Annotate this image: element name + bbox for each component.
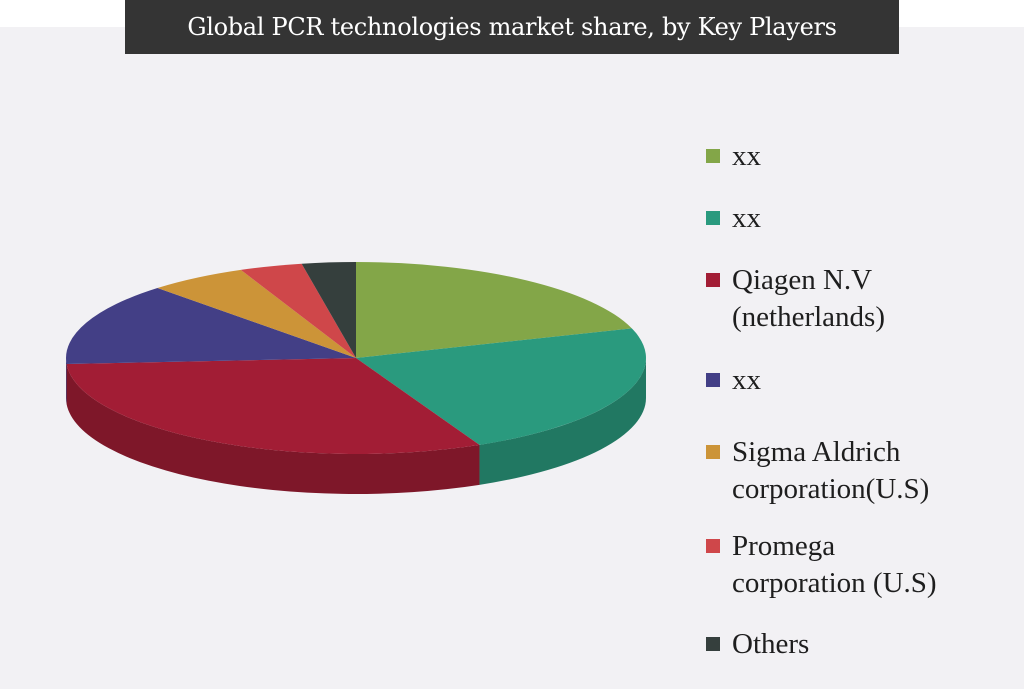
chart-title: Global PCR technologies market share, by… (125, 0, 899, 54)
legend-label: xx (732, 140, 761, 172)
pie-slice-4 (157, 269, 356, 358)
legend-label: Others (732, 628, 810, 660)
legend-swatch (706, 211, 720, 225)
legend-swatch (706, 373, 720, 387)
legend-swatch (706, 273, 720, 287)
legend-label: Promega corporation (U.S) (732, 530, 937, 599)
legend-swatch (706, 445, 720, 459)
legend-swatch (706, 539, 720, 553)
pie-slice-side-3 (66, 358, 67, 405)
pie-depth-layer (66, 358, 646, 495)
legend-swatch (706, 149, 720, 163)
legend-label: xx (732, 364, 761, 396)
pie-slice-3 (65, 288, 356, 365)
pie-top-layer (65, 262, 647, 454)
pie-slice-2 (66, 358, 480, 454)
legend-label: xx (732, 202, 761, 234)
pie-slice-1 (356, 328, 647, 445)
pie-slice-side-2 (66, 364, 480, 495)
legend-swatch (706, 637, 720, 651)
pie-slice-5 (240, 263, 356, 358)
pie-slice-6 (301, 262, 356, 358)
chart-legend: xx xx Qiagen N.V (netherlands) xx Sigma Aldr… (706, 0, 1016, 689)
legend-label: Qiagen N.V (netherlands) (732, 264, 885, 333)
pie-slice-0 (356, 262, 632, 358)
legend-label: Sigma Aldrich corporation(U.S) (732, 436, 930, 505)
pie-slice-side-1 (479, 358, 646, 485)
